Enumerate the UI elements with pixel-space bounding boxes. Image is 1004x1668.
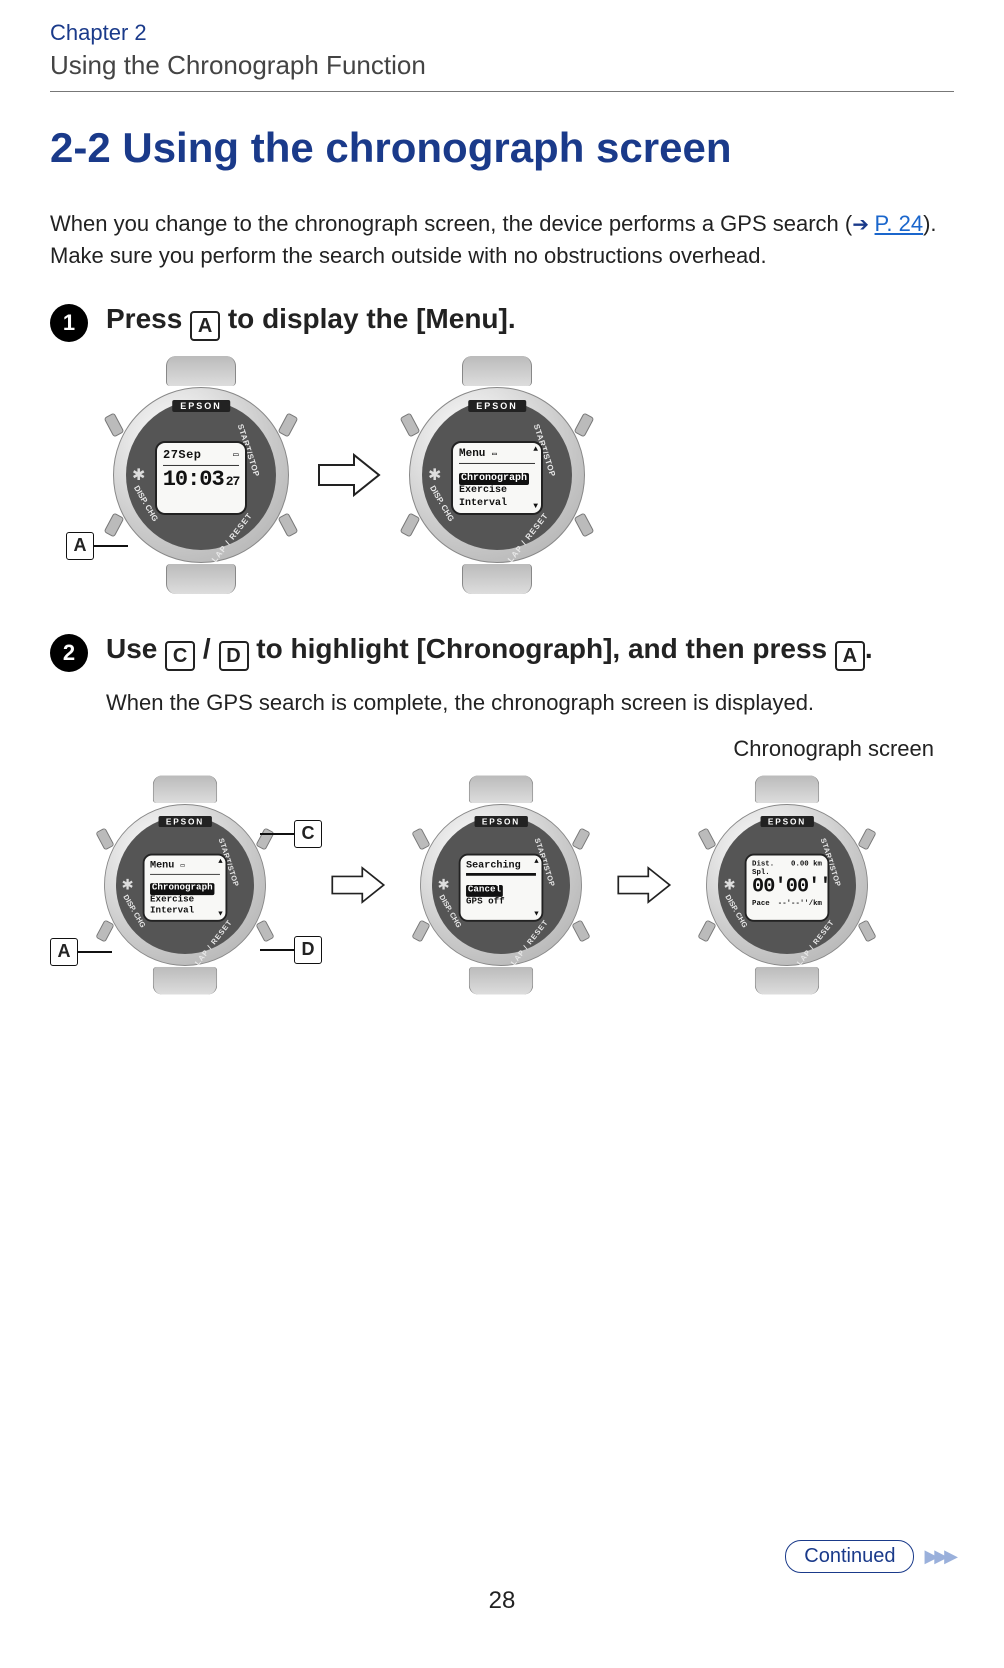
light-icon: ✱: [428, 465, 441, 485]
light-icon: ✱: [438, 876, 450, 894]
continued-indicator: Continued ▶▶▶: [50, 1540, 954, 1573]
brand-label: EPSON: [172, 400, 230, 412]
keycap-c: C: [165, 641, 195, 671]
step-2-title: Use C / D to highlight [Chronograph], an…: [106, 630, 873, 672]
step1-text-a: Press: [106, 303, 190, 334]
menu-item-selected: Cancel: [466, 885, 503, 897]
watch-menu-callouts: START/STOP LAP / RESET DISP. CHG EPSON ✱…: [90, 770, 280, 1000]
watch-chrono: START/STOP LAP / RESET DISP. CHG EPSON ✱…: [692, 770, 882, 1000]
dist-value: 0.00: [791, 860, 809, 868]
callout-a-box: A: [50, 938, 78, 966]
brand-label: EPSON: [761, 816, 814, 827]
step2-slash: /: [195, 633, 218, 664]
continued-pill: Continued: [785, 1540, 914, 1573]
dist-label: Dist.: [752, 860, 774, 868]
page-ref-link[interactable]: P. 24: [875, 211, 924, 236]
callout-a: A: [50, 938, 112, 966]
lcd-time: 27Sep ▭ 10:0327: [155, 441, 247, 515]
flow-arrow-icon: [614, 863, 674, 907]
divider: [50, 91, 954, 92]
flow-arrow-icon: [314, 450, 384, 500]
watch-menu: START/STOP LAP / RESET DISP. CHG EPSON ✱…: [402, 360, 592, 590]
lcd-seconds: 27: [226, 475, 240, 488]
step-2: 2 Use C / D to highlight [Chronograph], …: [50, 630, 954, 672]
step2-text-a: Use: [106, 633, 165, 664]
step-number-2: 2: [50, 634, 88, 672]
menu-item-selected: Chronograph: [459, 473, 529, 486]
lcd-chrono: Dist. 0.00 km Spl. 00'00'' Pace --'--''/…: [745, 854, 830, 922]
pace-label: Pace: [752, 900, 770, 908]
link-arrow-icon: ➔: [852, 214, 874, 236]
step2-figure: START/STOP LAP / RESET DISP. CHG EPSON ✱…: [90, 770, 954, 1000]
brand-label: EPSON: [475, 816, 528, 827]
light-icon: ✱: [132, 465, 145, 485]
chapter-label: Chapter 2: [50, 20, 954, 46]
step-1-title: Press A to display the [Menu].: [106, 300, 516, 342]
brand-label: EPSON: [468, 400, 526, 412]
light-icon: ✱: [122, 876, 134, 894]
menu-title: Menu ▭: [150, 860, 220, 871]
step2-text-b: to highlight [Chronograph], and then pre…: [249, 633, 835, 664]
chapter-subtitle: Using the Chronograph Function: [50, 50, 954, 81]
menu-title: Menu ▭: [459, 448, 535, 460]
section-heading: 2-2 Using the chronograph screen: [50, 124, 954, 172]
dist-unit: km: [813, 860, 822, 868]
intro-paragraph: When you change to the chronograph scree…: [50, 208, 954, 272]
pace-value: --'--'': [778, 900, 809, 908]
menu-item: Interval: [150, 906, 220, 918]
chrono-main: 00'00'': [752, 877, 822, 897]
step-number-1: 1: [50, 304, 88, 342]
brand-label: EPSON: [159, 816, 212, 827]
flow-arrow-icon: [328, 863, 388, 907]
step2-body: When the GPS search is complete, the chr…: [106, 690, 954, 716]
lcd-date: 27Sep: [163, 448, 202, 462]
callout-c: C: [260, 820, 322, 848]
chrono-label: Chronograph screen: [106, 736, 954, 762]
down-arrow-icon: ▼: [534, 910, 538, 918]
step1-figure: START/STOP LAP / RESET DISP. CHG EPSON ✱…: [106, 360, 954, 590]
battery-icon: ▭: [233, 450, 239, 460]
page-number: 28: [50, 1587, 954, 1615]
menu-item: GPS off: [466, 896, 536, 908]
callout-a-box: A: [66, 532, 94, 560]
search-title: Searching: [466, 860, 536, 871]
down-arrow-icon: ▼: [218, 910, 222, 918]
pace-unit: /km: [809, 900, 822, 908]
up-arrow-icon: ▲: [218, 857, 222, 865]
lcd-menu: ▲ Menu ▭ Chronograph Exercise Interval ▼: [143, 854, 228, 922]
menu-item-selected: Chronograph: [150, 883, 214, 895]
callout-c-box: C: [294, 820, 322, 848]
step1-text-b: to display the [Menu].: [220, 303, 516, 334]
battery-icon: ▭: [492, 450, 497, 459]
light-icon: ✱: [724, 876, 736, 894]
watch-searching: START/STOP LAP / RESET DISP. CHG EPSON ✱…: [406, 770, 596, 1000]
lcd-searching: ▲ Searching Cancel GPS off ▼: [459, 854, 544, 922]
callout-a: A: [66, 532, 128, 560]
menu-item: Exercise: [150, 895, 220, 907]
continued-arrows-icon: ▶▶▶: [924, 1546, 954, 1567]
lcd-time-val: 10:03: [163, 469, 224, 491]
down-arrow-icon: ▼: [533, 502, 538, 511]
keycap-a: A: [190, 311, 220, 341]
lcd-menu: ▲ Menu ▭ Chronograph Exercise Interval ▼: [451, 441, 543, 515]
menu-item: Exercise: [459, 485, 535, 498]
step2-text-c: .: [865, 633, 873, 664]
keycap-d: D: [219, 641, 249, 671]
intro-text-a: When you change to the chronograph scree…: [50, 211, 852, 236]
watch-time: START/STOP LAP / RESET DISP. CHG EPSON ✱…: [106, 360, 296, 590]
callout-d-box: D: [294, 936, 322, 964]
keycap-a: A: [835, 641, 865, 671]
up-arrow-icon: ▲: [533, 445, 538, 454]
up-arrow-icon: ▲: [534, 857, 538, 865]
step-1: 1 Press A to display the [Menu].: [50, 300, 954, 342]
callout-d: D: [260, 936, 322, 964]
menu-item: Interval: [459, 498, 535, 511]
